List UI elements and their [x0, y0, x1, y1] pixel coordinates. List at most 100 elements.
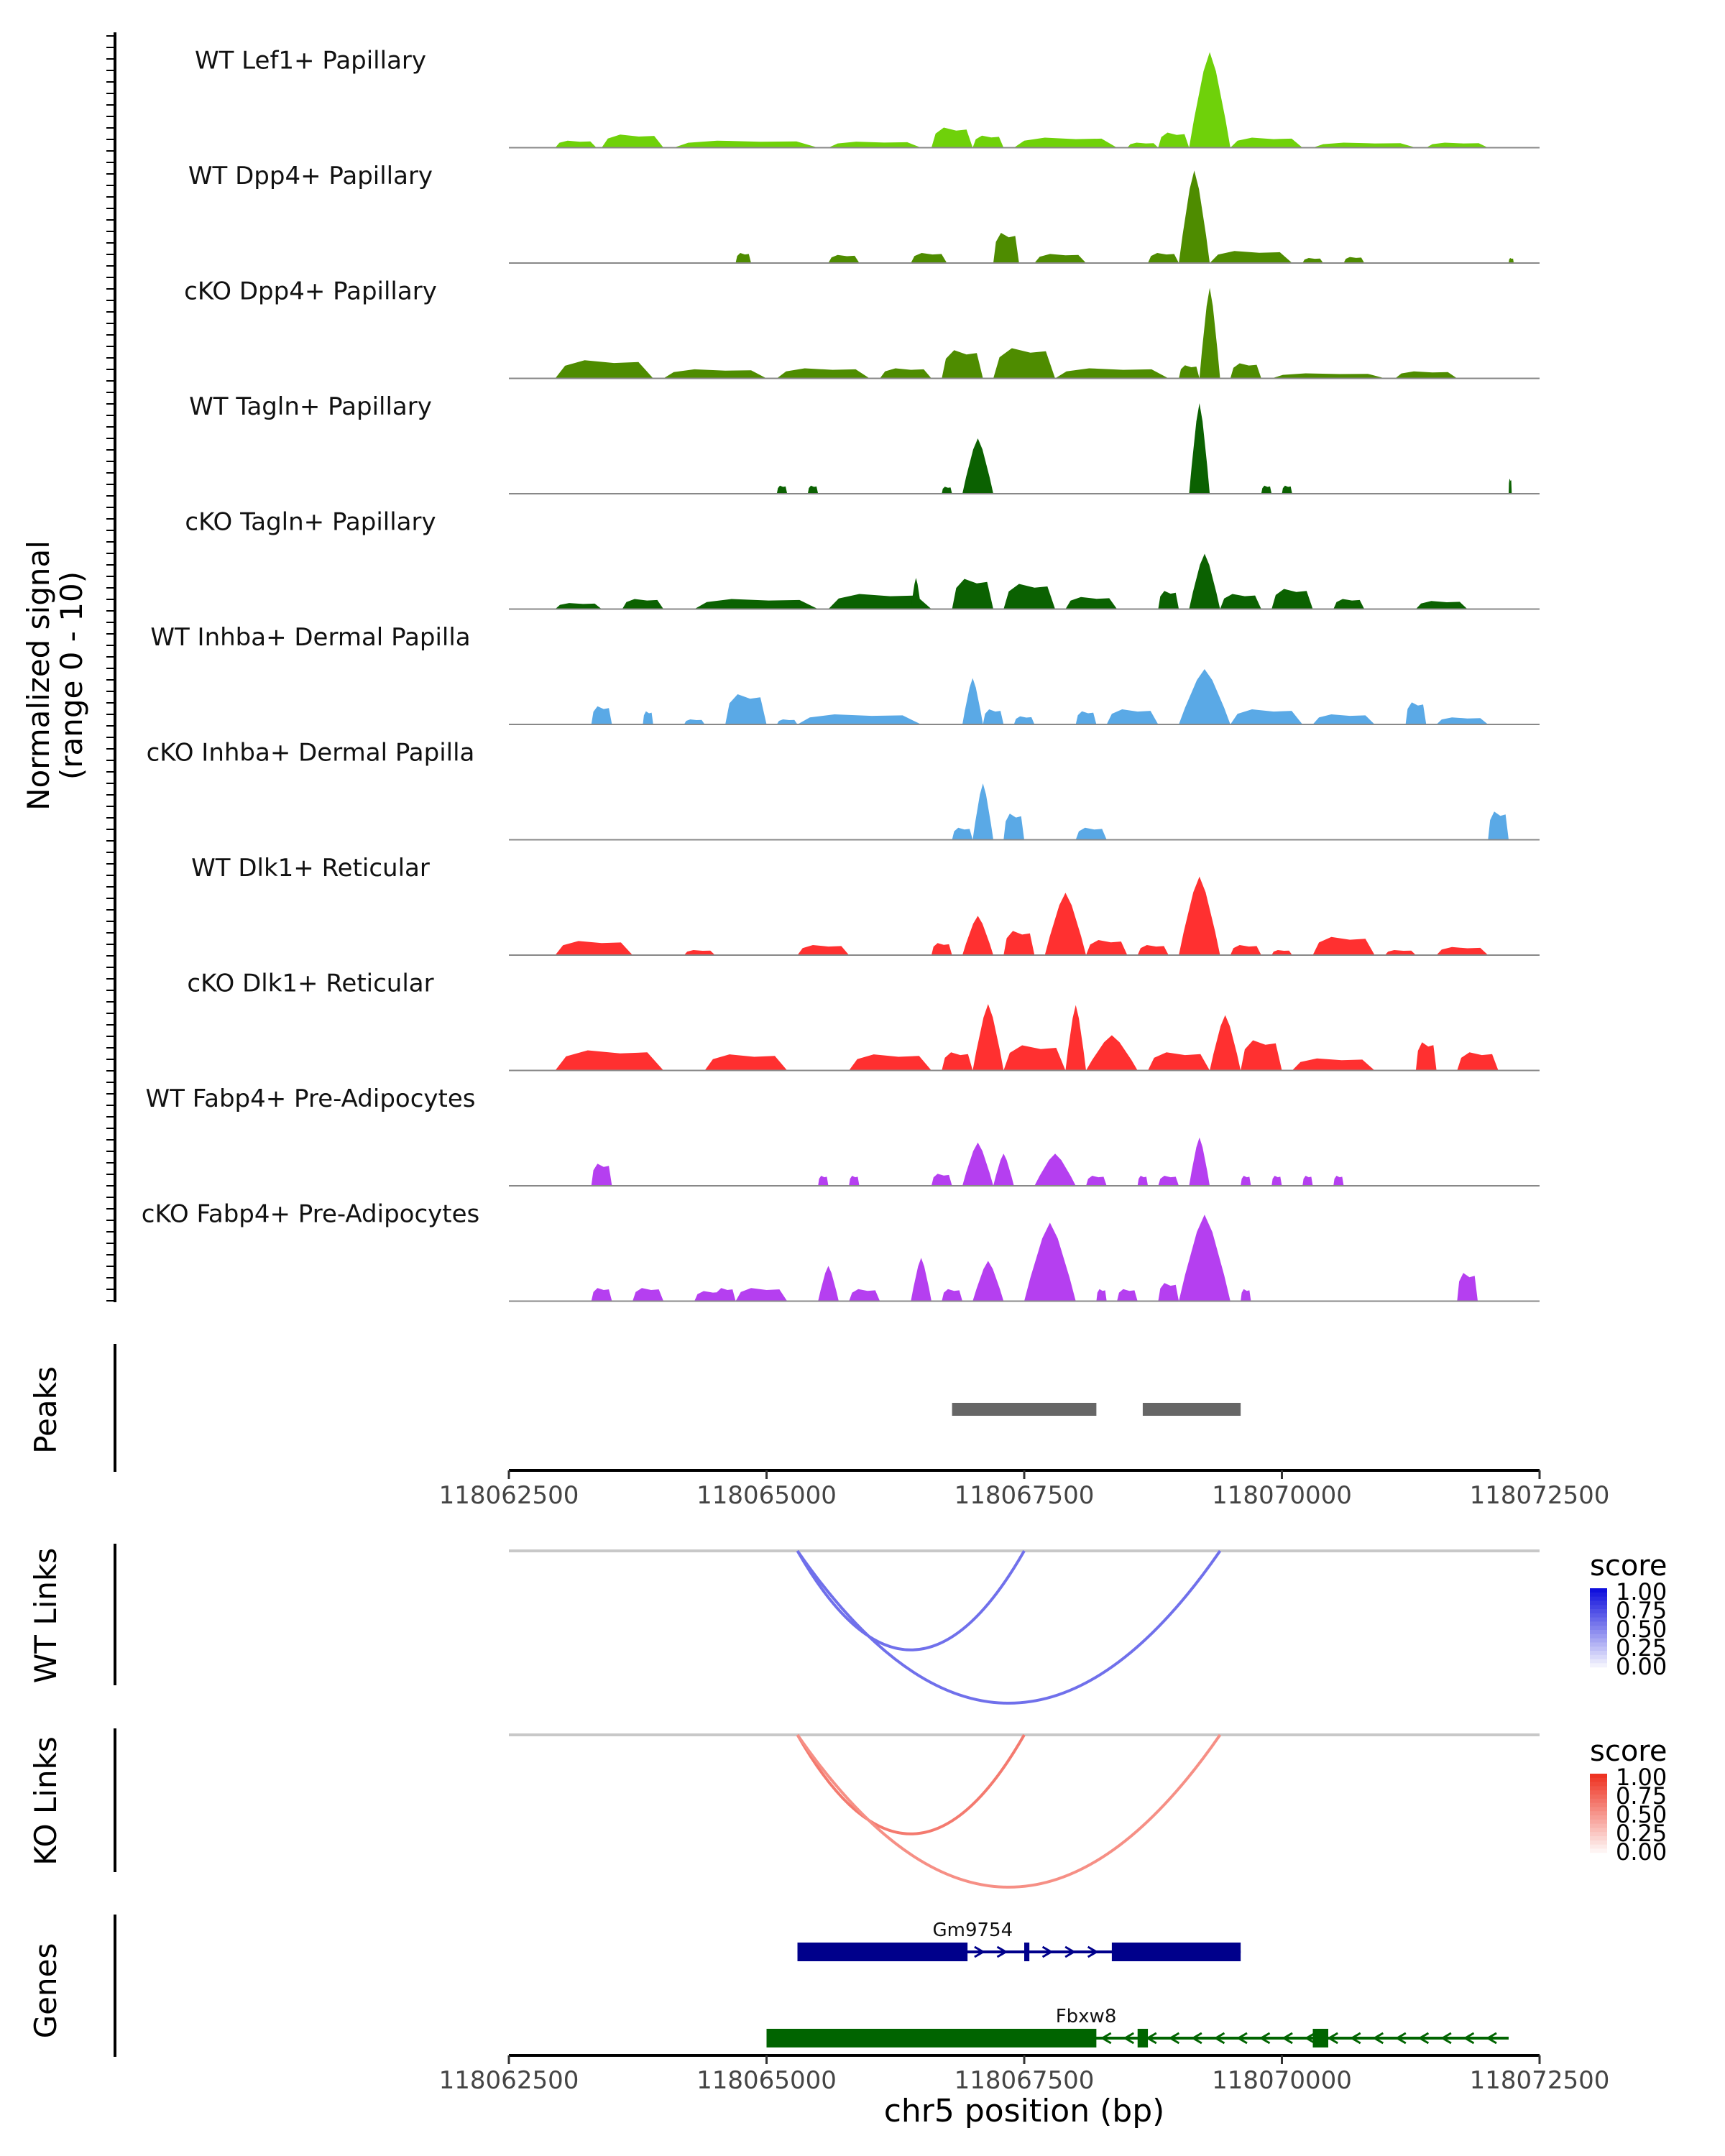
signal-peak [993, 1153, 1014, 1186]
signal-peak [1013, 137, 1118, 148]
signal-peak [993, 348, 1055, 379]
gene-exon [1137, 2029, 1149, 2047]
signal-peak [1013, 716, 1035, 724]
signal-peak [591, 1288, 612, 1302]
signal-peak [1075, 827, 1107, 840]
signal-peak [663, 369, 767, 379]
signal-peak [972, 1261, 1004, 1302]
legend-color-step [1590, 1790, 1607, 1795]
link-arc [796, 1550, 1026, 1651]
signal-peak [1034, 254, 1086, 263]
signal-peak [735, 253, 751, 263]
signal-peak [962, 1142, 993, 1186]
legend-color-step [1590, 1777, 1607, 1783]
legend-tick-label: 0.50 [1616, 1616, 1667, 1643]
signal-peak [714, 1288, 736, 1302]
strand-arrow [1190, 2032, 1202, 2045]
signal-peak [1241, 1040, 1282, 1071]
signal-peak [1086, 940, 1128, 955]
legend-color-step [1590, 1613, 1607, 1618]
coverage-y-ticks [106, 35, 115, 1302]
signal-peak [1086, 1035, 1138, 1071]
signal-peak [1055, 368, 1169, 379]
signal-peak [1189, 553, 1220, 609]
signal-peak [1210, 1015, 1241, 1071]
signal-peak [1179, 1215, 1230, 1302]
signal-peak [1312, 142, 1416, 148]
gene-exon [797, 1943, 968, 1961]
track-cko-dlk1-reticular: cKO Dlk1+ Reticular [187, 969, 1540, 1072]
legend-color-step [1590, 1802, 1607, 1808]
signal-peak [1096, 1289, 1107, 1302]
track-wt-inhba-dermal-papilla: WT Inhba+ Dermal Papilla [150, 623, 1540, 725]
legend-color-step [1590, 1840, 1607, 1846]
legend-color-step [1590, 1807, 1607, 1812]
legend-tick-label: 0.25 [1616, 1820, 1667, 1847]
track-wt-tagln-papillary: WT Tagln+ Papillary [189, 392, 1540, 494]
coverage-ylabel-line1: Normalized signal [21, 540, 56, 811]
x-tick-label: 118065000 [696, 2066, 837, 2095]
legend-color-step [1590, 1592, 1607, 1598]
track-wt-lef1-papillary: WT Lef1+ Papillary [195, 47, 1540, 149]
legend-color-step [1590, 1638, 1607, 1644]
signal-peak [1189, 403, 1210, 494]
legend-color-step [1590, 1782, 1607, 1787]
signal-peak [643, 711, 653, 724]
signal-peak [942, 1052, 973, 1071]
signal-peak [735, 1288, 788, 1302]
signal-peak [1065, 596, 1118, 609]
track-label-wt-dpp4-papillary: WT Dpp4+ Papillary [188, 162, 433, 190]
signal-peak [911, 578, 921, 609]
strand-arrow [1100, 2032, 1112, 2045]
peaks-label: Peaks [28, 1366, 63, 1454]
legend-color-step [1590, 1848, 1607, 1854]
strand-arrow [1087, 1945, 1099, 1958]
legend-color-step [1590, 1617, 1607, 1623]
ko-link-arcs [796, 1733, 1222, 1889]
x-axis-top-ticks: 118062500 118065000 118067500 118070000 1180… [439, 1470, 1609, 1510]
signal-peak [776, 368, 870, 379]
signal-peak [1003, 1045, 1066, 1071]
signal-peak [962, 916, 993, 955]
ko-legend-title: score [1590, 1735, 1667, 1768]
legend-color-step [1590, 1795, 1607, 1800]
strand-arrow [1327, 2032, 1338, 2045]
track-label-wt-tagln-papillary: WT Tagln+ Papillary [189, 392, 432, 421]
signal-peak [1230, 363, 1261, 379]
legend-color-step [1590, 1832, 1607, 1837]
legend-color-step [1590, 1844, 1607, 1850]
wt-score-legend: 1.000.750.500.250.00 [1590, 1578, 1667, 1680]
strand-arrow [1486, 2032, 1497, 2045]
signal-peak [797, 714, 921, 724]
x-tick-label: 118065000 [696, 1481, 837, 1510]
wt-links-label: WT Links [28, 1548, 63, 1683]
signal-peak [1230, 945, 1261, 955]
signal-peak [1415, 601, 1468, 609]
signal-peak [1127, 142, 1159, 148]
legend-color-step [1590, 1626, 1607, 1631]
strand-arrow [1394, 2032, 1407, 2045]
signal-peak [1230, 137, 1303, 148]
legend-tick-label: 0.00 [1616, 1838, 1667, 1866]
peak-region [952, 1403, 1097, 1416]
strand-arrow [1417, 2032, 1430, 2045]
signal-peak [694, 599, 819, 609]
signal-peak [1395, 371, 1458, 379]
gene-gm9754: Gm9754 [797, 1920, 1241, 1961]
signal-peak [684, 950, 715, 955]
signal-peak [1003, 931, 1035, 955]
peak-regions [952, 1403, 1241, 1416]
signal-peak [1292, 1058, 1375, 1071]
track-label-cko-tagln-papillary: cKO Tagln+ Papillary [185, 508, 436, 537]
signal-peak [1106, 709, 1159, 724]
strand-arrow [1213, 2032, 1225, 2045]
strand-arrow [1440, 2032, 1452, 2045]
legend-color-step [1590, 1836, 1607, 1841]
signal-peak [1003, 814, 1024, 840]
strand-arrow [974, 1945, 985, 1958]
signal-peak [1148, 1052, 1210, 1071]
signal-peak [555, 941, 633, 955]
legend-color-step [1590, 1651, 1607, 1656]
signal-peak [622, 599, 664, 609]
